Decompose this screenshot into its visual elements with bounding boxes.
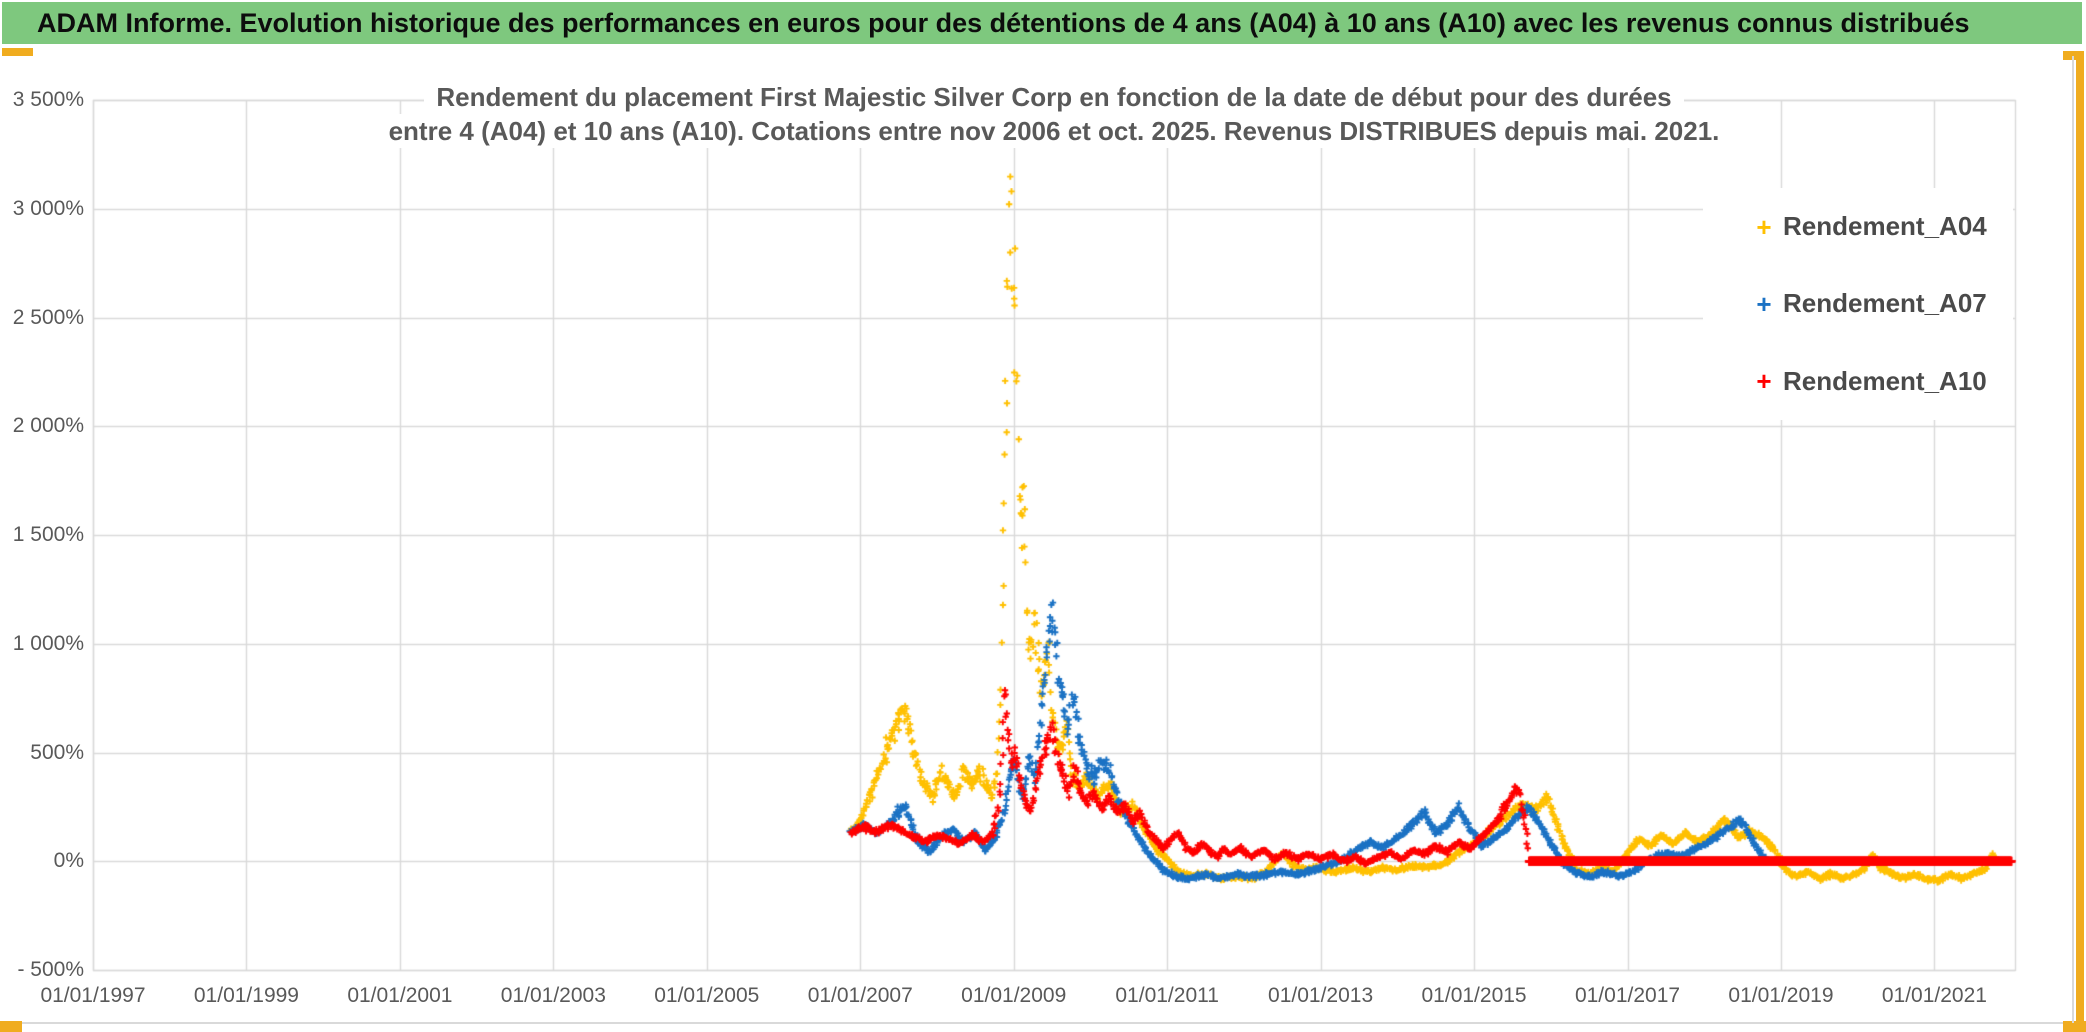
plus-marker-icon-gold: + — [1756, 211, 1772, 242]
x-tick-label: 01/01/2011 — [1115, 984, 1219, 1007]
x-tick-label: 01/01/1999 — [193, 984, 299, 1007]
plus-marker-icon-blue: + — [1756, 288, 1772, 319]
x-tick-label: 01/01/2003 — [500, 984, 606, 1007]
chart-title-line1: Rendement du placement First Majestic Si… — [424, 80, 1684, 114]
x-tick-label: 01/01/2019 — [1728, 984, 1834, 1007]
legend-label-a04: Rendement_A04 — [1783, 211, 1987, 242]
x-tick-label: 01/01/2005 — [654, 984, 760, 1007]
y-tick-label: 2 000% — [12, 414, 84, 438]
y-tick-label: 500% — [30, 740, 84, 764]
x-tick-label: 01/01/2013 — [1268, 984, 1374, 1007]
x-tick-label: 01/01/2009 — [961, 984, 1067, 1007]
x-tick-label: 01/01/1997 — [40, 984, 146, 1007]
legend-label-a10: Rendement_A10 — [1783, 365, 1987, 396]
y-tick-label: 0% — [53, 849, 84, 873]
y-tick-label: 3 500% — [12, 88, 84, 111]
x-tick-label: 01/01/2015 — [1421, 984, 1527, 1007]
x-tick-label: 01/01/2007 — [807, 984, 913, 1007]
plus-marker-icon-red: + — [1756, 366, 1772, 397]
y-tick-label: 2 500% — [12, 305, 84, 329]
legend-label-a07: Rendement_A07 — [1783, 288, 1987, 319]
legend-item-rendement-a07: + Rendement_A07 — [1751, 288, 2013, 319]
y-tick-label: 1 500% — [12, 523, 84, 546]
x-tick-label: 01/01/2017 — [1574, 984, 1681, 1007]
chart-title: Rendement du placement First Majestic Si… — [93, 80, 2015, 148]
chart-legend: + Rendement_A04 + Rendement_A07 + Rendem… — [1703, 188, 2013, 420]
x-tick-label: 01/01/2021 — [1881, 984, 1987, 1007]
legend-item-rendement-a10: + Rendement_A10 — [1751, 366, 2013, 397]
x-tick-label: 01/01/2001 — [347, 984, 453, 1007]
legend-item-rendement-a04: + Rendement_A04 — [1751, 211, 2013, 242]
y-tick-label: 3 000% — [12, 196, 84, 220]
chart-title-line2: entre 4 (A04) et 10 ans (A10). Cotations… — [376, 114, 1732, 148]
y-tick-label: - 500% — [17, 958, 84, 981]
y-tick-label: 1 000% — [12, 631, 84, 655]
